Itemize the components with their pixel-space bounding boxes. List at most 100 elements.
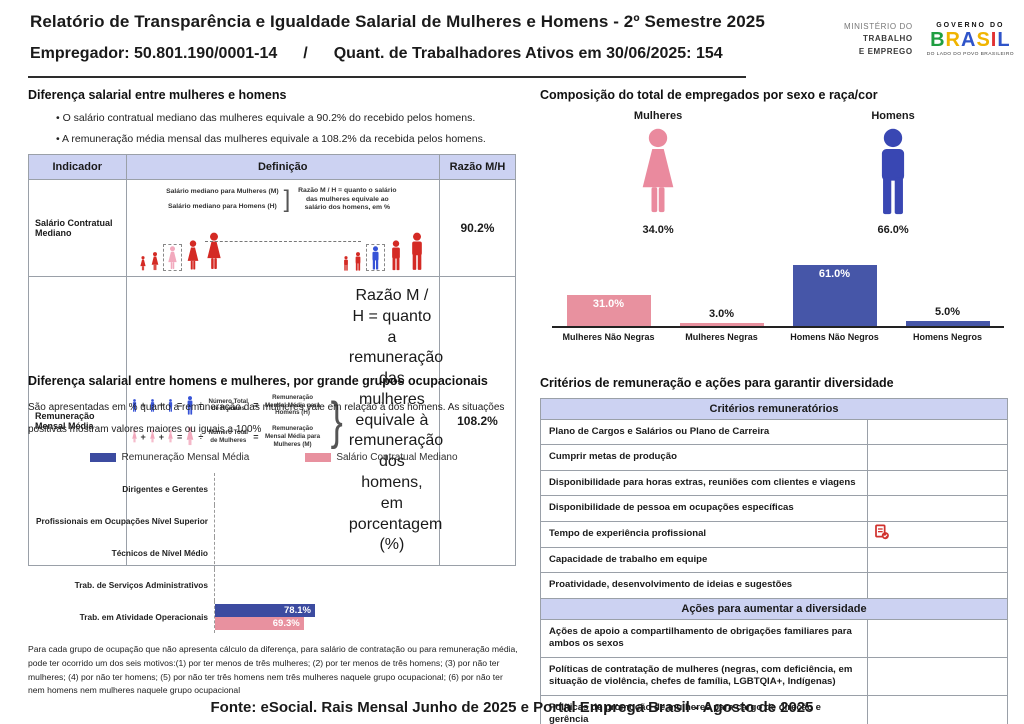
women-average-formula: + + = ÷ Número Total de Mulheres = [131, 425, 324, 448]
occupational-row: Dirigentes e Gerentes [28, 473, 520, 505]
brace-glyph: } [330, 391, 343, 450]
table-row-remuneracao-media: Remuneração Mensal Média + + = [28, 275, 517, 567]
avg-remuneration-bar: 78.1% [215, 604, 315, 617]
legend-item-salario: Salário Contratual Mediano [305, 452, 458, 463]
occupation-bars: 78.1% 69.3% [214, 601, 520, 633]
criteria-row: Tempo de experiência profissional [540, 520, 1008, 548]
female-label: Mulheres [633, 110, 683, 122]
report-header: Relatório de Transparência e Igualdade S… [30, 12, 1014, 63]
criteria-section: Critérios de remuneração e ações para ga… [540, 376, 1008, 724]
logo-block: MINISTÉRIO DO TRABALHO E EMPREGO GOVERNO… [844, 12, 1014, 63]
legend-swatch-pink [305, 453, 332, 462]
criteria-label: Políticas de contratação de mulheres (ne… [540, 656, 868, 696]
occupation-label: Dirigentes e Gerentes [122, 484, 208, 494]
occupational-section: Diferença salarial entre homens e mulher… [28, 374, 520, 698]
bar-value-label: 61.0% [818, 268, 851, 280]
occupational-chart-rows: Dirigentes e Gerentes Profissionais em Oc… [28, 473, 520, 633]
bar-value-label: 3.0% [708, 308, 735, 320]
criteria-label: Capacidade de trabalho em equipe [540, 546, 868, 574]
men-average-formula: + + = ÷ Número Total de Homens = Re [131, 394, 324, 417]
man-icon [392, 240, 400, 271]
criteria-section-header-row: Critérios remuneratórios [540, 398, 1008, 420]
occupational-title: Diferença salarial entre homens e mulher… [28, 374, 488, 388]
criteria-row: Ações de apoio a compartilhamento de obr… [540, 618, 1008, 658]
bar-category-label: Mulheres Não Negras [562, 332, 655, 342]
woman-icon [206, 232, 221, 269]
composition-pictograms: Mulheres 34.0% Homens 66.0% [540, 110, 1010, 236]
criteria-mark-cell [867, 444, 1008, 471]
criteria-section-header-row: Ações para aumentar a diversidade [540, 597, 1008, 620]
composition-bar-column: 31.0% [552, 256, 665, 326]
bar-value-label: 5.0% [934, 306, 961, 318]
median-salary-bar: 69.3% [215, 617, 304, 630]
wage-gap-table-header-row: Indicador Definição Razão M/H [28, 154, 517, 180]
indicator-label: Salário Contratual Mediano [28, 179, 127, 277]
woman-icon [139, 256, 146, 271]
woman-icon [151, 252, 158, 271]
occupational-footnote: Para cada grupo de ocupação que não apre… [28, 644, 518, 696]
criteria-label: Disponibilidade de pessoa em ocupações e… [540, 495, 868, 522]
man-icon [372, 246, 379, 270]
bar-category-label: Mulheres Negras [685, 332, 758, 342]
occupation-label: Trab. de Serviços Administrativos [74, 580, 208, 590]
bracket-glyph: ] [283, 185, 291, 213]
criteria-label: Plano de Cargos e Salários ou Plano de C… [540, 418, 868, 446]
median-ratio-value: 90.2% [438, 179, 517, 277]
page-subtitle: Empregador: 50.801.190/0001-14 / Quant. … [30, 45, 765, 63]
wage-gap-table: Indicador Definição Razão M/H Salário Co… [28, 154, 517, 567]
occupational-subtitle: São apresentadas em % quanto a remuneraç… [28, 402, 505, 435]
criteria-label: Cumprir metas de produção [540, 444, 868, 471]
bullet-average-pay: • A remuneração média mensal das mulhere… [56, 133, 486, 145]
male-label: Homens [871, 110, 915, 122]
composition-bar: 31.0% [566, 295, 651, 326]
occupation-label: Trab. em Atividade Operacionais [79, 612, 208, 622]
criteria-mark-cell [867, 618, 1008, 658]
composition-section: Composição do total de empregados por se… [540, 88, 1010, 342]
composition-bar-column: 5.0% [891, 256, 1004, 326]
median-comparison-pictogram [131, 219, 435, 271]
bar-category-label: Homens Negros [912, 332, 983, 342]
woman-icon [187, 240, 198, 270]
men-figures-group [342, 232, 427, 271]
occupation-bars [214, 569, 520, 601]
criteria-title: Critérios de remuneração e ações para ga… [540, 376, 894, 390]
occupational-row: Trab. em Atividade Operacionais 78.1% 69.3… [28, 601, 520, 633]
criteria-mark-cell [867, 520, 1008, 548]
occupational-row: Profissionais em Ocupações Nível Superio… [28, 505, 520, 537]
criteria-section-header: Critérios remuneratórios [540, 398, 1008, 420]
criteria-row: Disponibilidade para horas extras, reuni… [540, 469, 1008, 497]
criteria-mark-cell [867, 694, 1008, 724]
median-ratio-note: Razão M / H = quanto o salário das mulhe… [298, 186, 397, 212]
occupation-label: Profissionais em Ocupações Nível Superio… [36, 516, 208, 526]
average-definition-cell: + + = ÷ Número Total de Homens = Re [125, 275, 443, 567]
composition-bar-captions: Mulheres Não Negras Mulheres Negras Homens… [552, 332, 1004, 342]
chart-legend: Remuneração Mensal Média Salário Contrat… [28, 452, 520, 463]
man-icon [412, 232, 422, 270]
legend-item-remuneracao: Remuneração Mensal Média [90, 452, 249, 463]
ministry-wordmark: MINISTÉRIO DO TRABALHO E EMPREGO [843, 21, 913, 56]
median-woman-highlight [162, 243, 182, 271]
criteria-mark-cell [867, 469, 1008, 497]
subtitle-separator: / [303, 45, 308, 62]
woman-icon [167, 246, 177, 269]
women-result-label: Remuneração Mensal Média para Mulheres (… [265, 425, 321, 448]
average-formulas: + + = ÷ Número Total de Homens = Re [131, 282, 443, 560]
source-footer: Fonte: eSocial. Rais Mensal Junho de 202… [210, 699, 814, 716]
criteria-label: Ações de apoio a compartilhamento de obr… [540, 618, 868, 658]
criteria-label: Tempo de experiência profissional [540, 520, 868, 548]
criteria-section-header: Ações para aumentar a diversidade [540, 597, 1008, 620]
female-group: Mulheres 34.0% [634, 110, 682, 236]
legend-swatch-blue [90, 453, 117, 462]
composition-bar [679, 323, 764, 326]
wage-gap-title: Diferença salarial entre mulheres e home… [28, 88, 287, 102]
median-definition-text: Salário mediano para Mulheres (M) Salári… [131, 185, 435, 215]
criteria-row: Proatividade, desenvolvimento de ideias … [540, 572, 1008, 599]
criteria-mark-cell [867, 656, 1008, 696]
bar-category-label: Homens Não Negros [790, 332, 879, 342]
women-figures-group [139, 232, 224, 271]
criteria-row: Cumprir metas de produção [540, 444, 1008, 471]
col-header-indicador: Indicador [28, 154, 127, 180]
male-group: Homens 66.0% [870, 110, 916, 236]
col-header-definicao: Definição [125, 154, 440, 180]
